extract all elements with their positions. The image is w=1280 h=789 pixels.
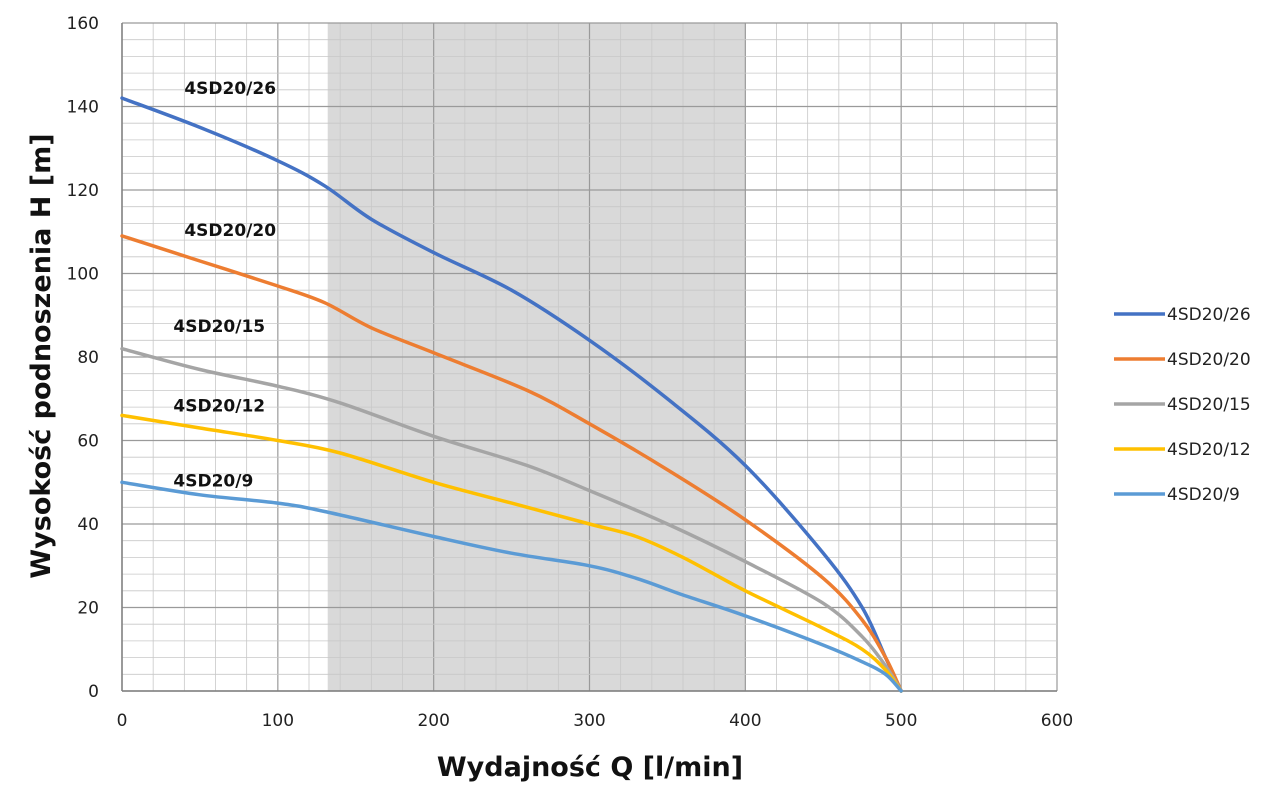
curve-label: 4SD20/9 (173, 471, 253, 491)
legend-label: 4SD20/12 (1167, 440, 1251, 460)
x-tick-label: 500 (885, 711, 917, 731)
series-line-4sd20-26 (120, 96, 903, 693)
curve-label: 4SD20/26 (184, 79, 276, 99)
x-tick-label: 200 (417, 711, 449, 731)
x-axis-title: Wydajność Q [l/min] (437, 752, 743, 783)
y-tick-label: 60 (77, 432, 99, 452)
y-tick-label: 100 (67, 265, 99, 285)
x-tick-label: 100 (262, 711, 294, 731)
y-tick-label: 160 (67, 14, 99, 34)
y-tick-label: 20 (77, 599, 99, 619)
curve-label: 4SD20/15 (173, 317, 265, 337)
legend-label: 4SD20/20 (1167, 350, 1251, 370)
curve-label: 4SD20/12 (173, 396, 265, 416)
legend-label: 4SD20/9 (1167, 485, 1240, 505)
y-tick-label: 0 (88, 682, 99, 702)
y-tick-label: 140 (67, 98, 99, 118)
series-line-4sd20-20 (120, 234, 903, 693)
x-tick-label: 400 (729, 711, 761, 731)
y-tick-label: 80 (77, 348, 99, 368)
legend-label: 4SD20/26 (1167, 305, 1251, 325)
legend-label: 4SD20/15 (1167, 395, 1251, 415)
y-axis-title: Wysokość podnoszenia H [m] (26, 133, 57, 578)
x-tick-label: 300 (573, 711, 605, 731)
curve-label: 4SD20/20 (184, 221, 276, 241)
series-line-4sd20-12 (120, 413, 903, 693)
x-tick-label: 600 (1041, 711, 1073, 731)
y-tick-label: 40 (77, 515, 99, 535)
legend: 4SD20/26 4SD20/20 4SD20/15 4SD20/12 4SD20/9 (1114, 305, 1251, 505)
series-line-4sd20-15 (120, 346, 903, 693)
y-tick-label: 120 (67, 181, 99, 201)
series-line-4sd20-9 (120, 480, 903, 693)
x-tick-label: 0 (117, 711, 128, 731)
